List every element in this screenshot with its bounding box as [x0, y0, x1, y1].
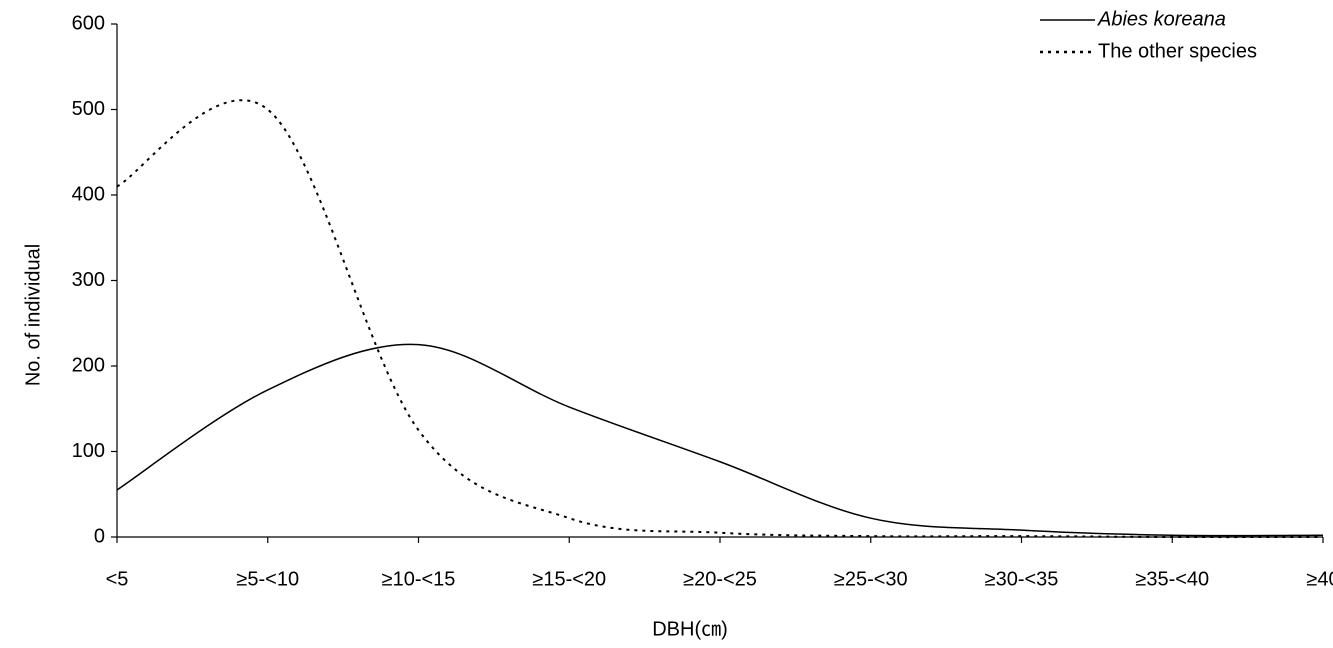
x-tick-label: <5 — [106, 568, 129, 590]
legend-label: Abies koreana — [1097, 8, 1226, 30]
x-tick-label: ≥15-<20 — [532, 568, 606, 590]
y-tick-label: 0 — [94, 525, 105, 547]
x-tick-label: ≥5-<10 — [236, 568, 299, 590]
series-line — [117, 344, 1323, 535]
y-tick-label: 400 — [72, 183, 105, 205]
y-tick-label: 600 — [72, 12, 105, 34]
x-tick-label: ≥25-<30 — [834, 568, 908, 590]
chart: DBH(㎝) No. of individual 0 100 200 300 400 50… — [0, 0, 1333, 648]
y-tick-label: 300 — [72, 269, 105, 291]
legend-label: The other species — [1098, 40, 1257, 62]
x-axis-title: DBH(㎝) — [652, 618, 728, 640]
y-axis-title: No. of individual — [22, 244, 44, 386]
x-tick-label: ≥10-<15 — [382, 568, 456, 590]
y-tick-label: 100 — [72, 440, 105, 462]
series-line — [117, 100, 1323, 537]
x-tick-label: ≥40 — [1306, 568, 1333, 590]
y-tick-label: 200 — [72, 354, 105, 376]
x-tick-label: ≥20-<25 — [683, 568, 757, 590]
x-tick-label: ≥35-<40 — [1135, 568, 1209, 590]
y-tick-label: 500 — [72, 98, 105, 120]
x-tick-label: ≥30-<35 — [985, 568, 1059, 590]
